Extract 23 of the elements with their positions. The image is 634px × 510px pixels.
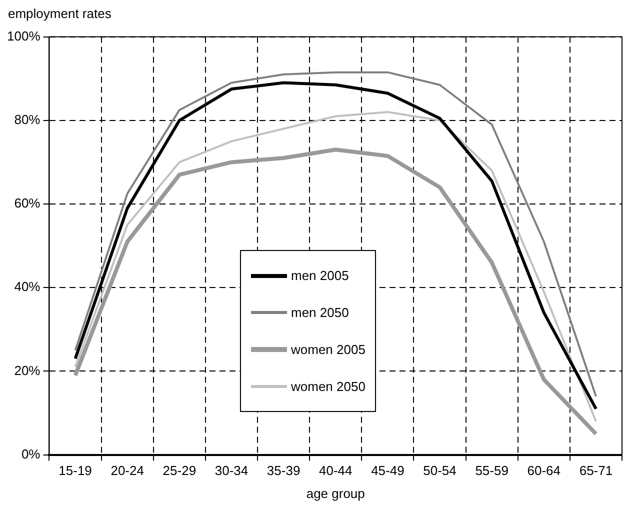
y-tick-label: 20% — [14, 362, 41, 378]
y-tick-label: 0% — [21, 446, 41, 462]
x-tick-label: 65-71 — [579, 463, 613, 478]
y-tick-label: 100% — [7, 28, 41, 44]
x-tick-label: 20-24 — [110, 463, 144, 478]
y-axis-title: employment rates — [8, 6, 112, 21]
x-tick-label: 45-49 — [371, 463, 404, 478]
x-tick-label: 30-34 — [214, 463, 248, 478]
x-tick-label: 50-54 — [423, 463, 456, 478]
y-tick-label: 60% — [14, 196, 41, 211]
legend-label: women 2005 — [291, 342, 366, 357]
x-tick-label: 25-29 — [162, 463, 196, 478]
y-tick-label: 40% — [14, 279, 41, 294]
legend-label: men 2050 — [291, 305, 349, 320]
x-tick-label: 15-19 — [58, 463, 92, 478]
x-tick-label: 55-59 — [475, 463, 508, 478]
x-axis-title: age group — [306, 486, 365, 501]
legend-label: women 2050 — [291, 379, 366, 394]
x-tick-label: 35-39 — [266, 463, 300, 478]
x-tick-label: 40-44 — [319, 463, 352, 478]
legend-label: men 2005 — [291, 268, 349, 283]
x-tick-label: 60-64 — [527, 463, 561, 478]
y-tick-label: 80% — [14, 112, 41, 127]
